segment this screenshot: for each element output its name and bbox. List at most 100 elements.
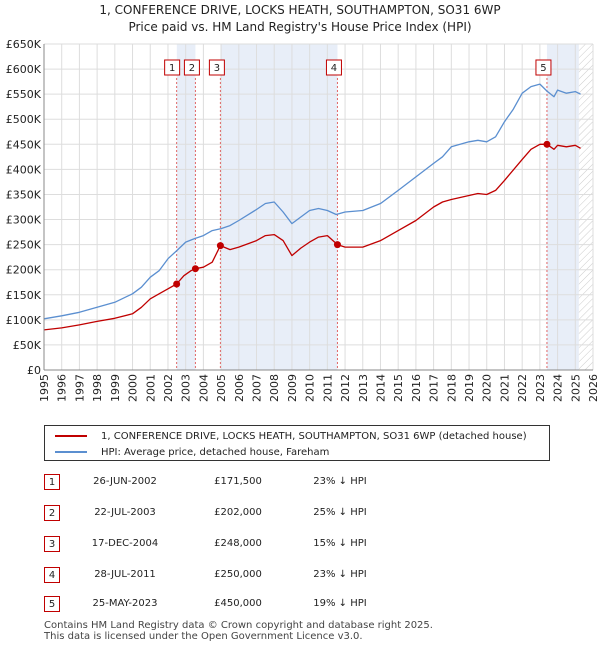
y-tick-label: £200K [6,264,42,277]
event-date: 26-JUN-2002 [93,476,157,487]
marker-box-label: 1 [169,63,175,74]
legend: 1, CONFERENCE DRIVE, LOCKS HEATH, SOUTHA… [44,425,550,461]
event-number: 5 [44,596,60,612]
y-tick-label: £50K [13,339,42,352]
y-tick-label: £150K [6,289,42,302]
legend-item-hpi: HPI: Average price, detached house, Fare… [55,444,329,460]
event-price: £248,000 [214,538,262,549]
event-row: 3 17-DEC-2004 £248,000 15% ↓ HPI [0,536,600,556]
x-tick-label: 2026 [587,374,600,402]
x-tick-label: 2025 [569,374,582,402]
x-tick-label: 2019 [463,374,476,402]
ownership-shade [546,44,579,370]
x-tick-label: 2008 [268,374,281,402]
event-number: 2 [44,505,60,521]
event-price: £250,000 [214,569,262,580]
x-tick-label: 2018 [445,374,458,402]
marker-box [183,59,200,76]
event-hpi-diff: 23% ↓ HPI [313,476,367,487]
legend-swatch-property [55,435,87,437]
event-price: £171,500 [214,476,262,487]
marker-box-label: 3 [214,63,220,74]
event-price: £202,000 [214,507,262,518]
chart-svg: 1 2 3 4 5 £0 £50K £100K £150K £200K £250K £300K £35… [6,38,600,402]
x-tick-label: 2020 [481,374,494,402]
sale-point [543,140,551,148]
x-tick-label: 2014 [374,374,387,402]
marker-box [164,59,181,76]
marker-box [208,59,225,76]
x-tick-label: 2007 [251,374,264,402]
x-tick-label: 2011 [321,374,334,402]
x-tick-label: 2016 [410,374,423,402]
legend-label-hpi: HPI: Average price, detached house, Fare… [101,446,330,458]
event-row: 1 26-JUN-2002 £171,500 23% ↓ HPI [0,474,600,494]
x-tick-label: 2010 [304,374,317,402]
event-row: 4 28-JUL-2011 £250,000 23% ↓ HPI [0,567,600,587]
x-tick-label: 2022 [516,374,529,402]
sale-point [216,242,224,250]
future-hatch [578,44,593,370]
x-tick-label: 2023 [534,374,547,402]
y-tick-label: £400K [6,163,42,176]
marker-box [535,59,552,76]
y-tick-label: £500K [6,113,42,126]
x-tick-label: 2015 [392,374,405,402]
footer-license: This data is licensed under the Open Gov… [44,631,363,642]
marker-box-label: 5 [540,63,546,74]
chart-title-line1: 1, CONFERENCE DRIVE, LOCKS HEATH, SOUTHA… [99,3,501,17]
x-tick-label: 1995 [38,374,51,402]
x-tick-label: 2012 [339,374,352,402]
y-tick-label: £100K [6,314,42,327]
marker-box-label: 4 [331,63,337,74]
x-tick-label: 2002 [162,374,175,402]
sale-point [191,265,199,273]
legend-item-property: 1, CONFERENCE DRIVE, LOCKS HEATH, SOUTHA… [55,428,527,444]
y-tick-label: £450K [6,138,42,151]
chart-title-line2: Price paid vs. HM Land Registry's House … [128,20,472,34]
marker-box-label: 2 [189,63,195,74]
marker-box [325,59,342,76]
y-tick-label: £550K [6,88,42,101]
event-row: 2 22-JUL-2003 £202,000 25% ↓ HPI [0,505,600,525]
event-date: 17-DEC-2004 [91,538,159,549]
x-tick-label: 2004 [197,374,210,402]
event-hpi-diff: 25% ↓ HPI [313,507,367,518]
event-number: 4 [44,567,60,583]
event-number: 3 [44,536,60,552]
event-hpi-diff: 15% ↓ HPI [313,538,367,549]
x-tick-label: 1998 [91,374,104,402]
event-date: 28-JUL-2011 [94,569,156,580]
x-tick-label: 2003 [180,374,193,402]
x-tick-label: 2021 [498,374,511,402]
event-hpi-diff: 19% ↓ HPI [313,598,367,609]
legend-label-property: 1, CONFERENCE DRIVE, LOCKS HEATH, SOUTHA… [101,430,527,442]
event-row: 5 25-MAY-2023 £450,000 19% ↓ HPI [0,596,600,616]
x-tick-label: 2024 [552,374,565,402]
x-tick-label: 2006 [233,374,246,402]
y-tick-label: £300K [6,214,42,227]
y-tick-label: £350K [6,188,42,201]
x-tick-label: 2017 [428,374,441,402]
event-price: £450,000 [214,598,262,609]
event-number: 1 [44,474,60,490]
x-tick-label: 2001 [144,374,157,402]
event-date: 25-MAY-2023 [92,598,158,609]
event-hpi-diff: 23% ↓ HPI [313,569,367,580]
x-tick-label: 2013 [357,374,370,402]
event-date: 22-JUL-2003 [94,507,156,518]
x-tick-label: 1997 [73,374,86,402]
y-tick-label: £600K [6,63,42,76]
x-tick-label: 1999 [109,374,122,402]
sale-point [333,241,341,249]
sale-point [173,280,181,288]
hpi-line [43,83,581,320]
x-tick-label: 1996 [56,374,69,402]
x-tick-label: 2005 [215,374,228,402]
y-tick-label: £250K [6,239,42,252]
footer-copyright: Contains HM Land Registry data © Crown c… [44,620,433,631]
y-tick-label: £650K [6,38,42,51]
property-price-line [43,143,581,331]
x-tick-label: 2000 [127,374,140,402]
legend-swatch-hpi [55,451,87,453]
